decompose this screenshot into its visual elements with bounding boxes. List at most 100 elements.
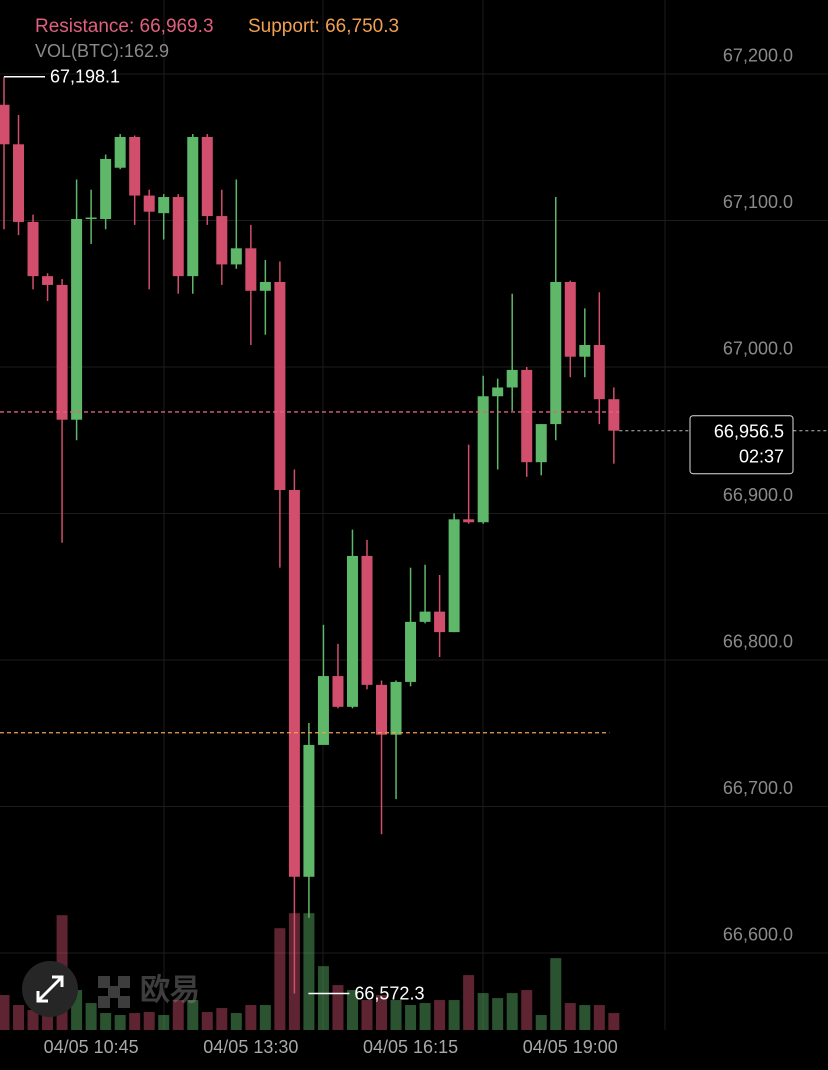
volume-bar [593, 1005, 605, 1030]
countdown-label: 02:37 [739, 446, 784, 466]
candle-body [143, 195, 155, 212]
volume-bar [608, 1013, 620, 1030]
expand-button[interactable] [22, 961, 78, 1017]
volume-bar [477, 993, 489, 1030]
volume-bar [434, 1000, 446, 1030]
volume-bar [0, 995, 10, 1030]
candle-body [71, 219, 83, 420]
volume-bar [405, 1005, 417, 1030]
candle-body [405, 621, 417, 682]
volume-bar [216, 1008, 228, 1030]
candle-body [506, 369, 518, 388]
support-label: Support: 66,750.3 [248, 16, 399, 37]
volume-bar [317, 966, 329, 1030]
volume-bar [85, 1003, 97, 1030]
volume-bar [448, 1000, 460, 1030]
volume-bar [303, 913, 315, 1030]
volume-bar [245, 1005, 257, 1030]
logo-block [118, 996, 130, 1008]
candle-body [129, 136, 141, 196]
volume-bar [187, 1000, 199, 1030]
volume-bar [13, 1005, 25, 1030]
y-tick-label: 67,200.0 [723, 46, 793, 66]
candle-body [187, 136, 199, 277]
candle-body [448, 519, 460, 633]
volume-bar [521, 990, 533, 1030]
candle-body [346, 555, 358, 707]
candle-body [42, 276, 54, 285]
volume-bar [332, 985, 344, 1030]
y-tick-label: 66,800.0 [723, 632, 793, 652]
candle-body [564, 282, 576, 357]
low-marker-label: 66,572.3 [354, 983, 424, 1003]
volume-bar [172, 1000, 184, 1030]
volume-bar [361, 1000, 373, 1030]
y-tick-label: 67,100.0 [723, 192, 793, 212]
volume-bar [390, 1000, 402, 1030]
x-tick-label: 04/05 19:00 [523, 1037, 618, 1057]
candle-body [0, 104, 10, 145]
candle-body [608, 399, 620, 431]
candle-body [114, 136, 126, 168]
logo-block [98, 976, 110, 988]
watermark-text: 欧易 [140, 974, 200, 1007]
volume-bar [100, 1013, 112, 1030]
candle-body [419, 611, 431, 622]
volume-bar [492, 998, 504, 1030]
candle-body [492, 387, 504, 397]
candle-body [521, 369, 533, 463]
last-price-label: 66,956.5 [714, 421, 784, 441]
candle-body [158, 197, 170, 214]
volume-bar [114, 1015, 126, 1030]
resistance-label: Resistance: 66,969.3 [35, 16, 214, 37]
volume-bar [274, 928, 286, 1030]
volume-bar [376, 995, 388, 1030]
candle-body [579, 344, 591, 357]
volume-bar [201, 1012, 213, 1030]
volume-bar [158, 1015, 170, 1030]
candle-body [593, 344, 605, 400]
candle-body [288, 490, 300, 877]
candle-body [332, 676, 344, 707]
candle-body [201, 136, 213, 217]
volume-bar [579, 1005, 591, 1030]
grid [163, 0, 666, 1030]
expand-icon[interactable] [36, 975, 64, 1003]
candle-body [550, 282, 562, 425]
high-marker-label: 67,198.1 [50, 67, 120, 87]
candle-body [13, 144, 25, 222]
x-tick-label: 04/05 13:30 [203, 1037, 298, 1057]
volume-bar [346, 990, 358, 1030]
plot [0, 73, 828, 1030]
x-tick-label: 04/05 16:15 [363, 1037, 458, 1057]
volume-bar [230, 1013, 242, 1030]
logo-block [98, 996, 110, 1008]
candle-body [172, 197, 184, 277]
candle-body [376, 684, 388, 735]
volume-bar [564, 1003, 576, 1030]
y-tick-label: 66,600.0 [723, 925, 793, 945]
logo-block [108, 986, 120, 998]
volume-bar [506, 993, 518, 1030]
volume-bar [27, 1010, 39, 1030]
candle-body [56, 284, 68, 420]
candle-body [274, 282, 286, 491]
logo-block [118, 976, 130, 988]
candle-body [303, 744, 315, 877]
candle-body [216, 216, 228, 265]
candle-body [434, 611, 446, 633]
candle-body [245, 248, 257, 291]
volume-bar [463, 975, 475, 1030]
volume-bar [535, 1015, 547, 1030]
candle-body [535, 424, 547, 463]
y-tick-label: 67,000.0 [723, 339, 793, 359]
overlay: 67,200.0 67,100.0 67,000.0 66,900.0 66,800.0… [0, 46, 828, 1057]
y-tick-label: 66,700.0 [723, 778, 793, 798]
candle-body [361, 555, 373, 685]
y-tick-label: 66,900.0 [723, 485, 793, 505]
volume-bar [143, 1012, 155, 1030]
candle-body [100, 158, 112, 220]
volume-bar [259, 1005, 271, 1030]
volume-bar [71, 990, 83, 1030]
